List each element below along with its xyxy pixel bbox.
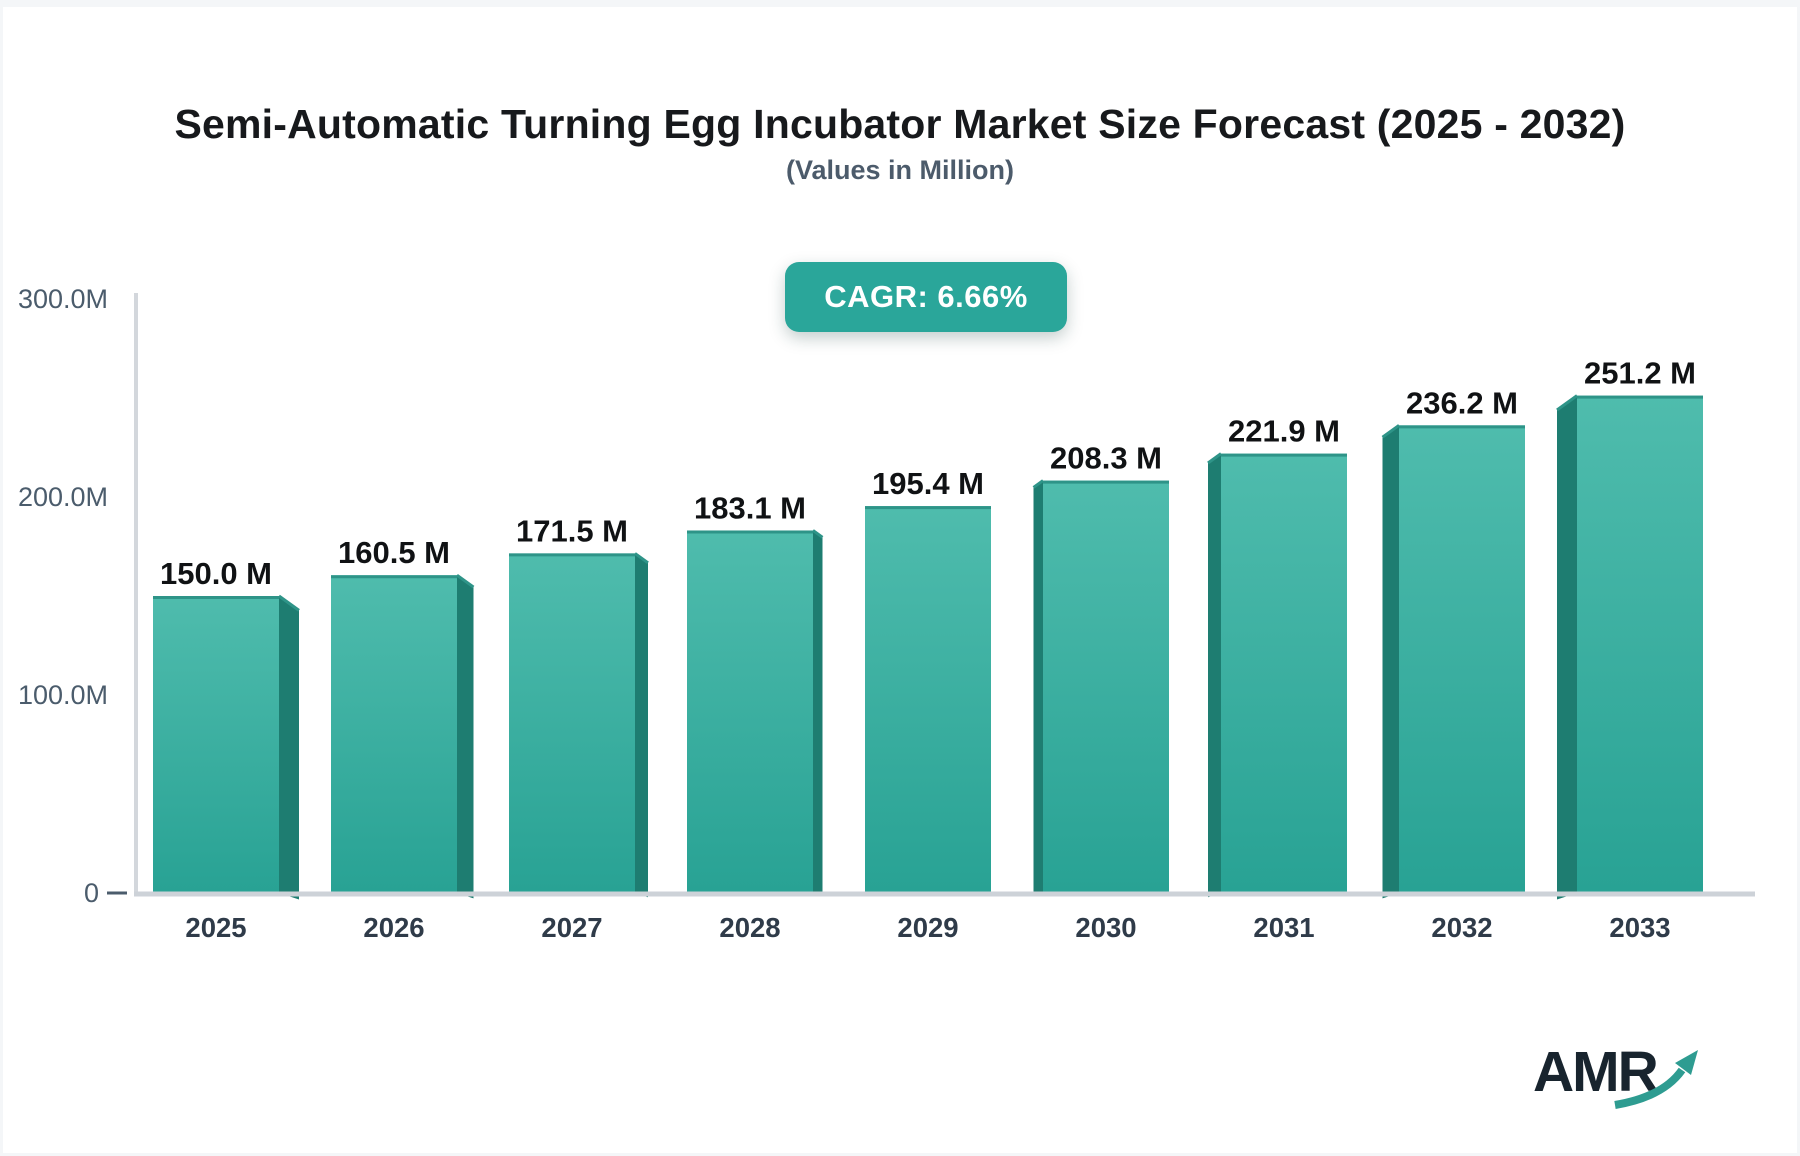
bar-face (865, 506, 991, 893)
amr-logo-arrow-head (1675, 1050, 1698, 1075)
y-axis-tick-label: 100.0M (18, 680, 108, 710)
amr-logo-text: AMR (1533, 1040, 1658, 1104)
bar-side-face (1382, 425, 1399, 899)
x-axis-label: 2025 (185, 912, 246, 943)
bar-value-label: 236.2 M (1406, 385, 1518, 420)
bar-value-label: 251.2 M (1584, 356, 1696, 391)
x-axis-label: 2032 (1431, 912, 1492, 943)
x-axis-label: 2033 (1609, 912, 1670, 943)
bar-face (153, 596, 279, 893)
bar-value-label: 150.0 M (160, 556, 272, 591)
bar-chart: 0 100.0M 200.0M 300.0M 150.0 M 2025 160.5 M 202… (18, 284, 1755, 943)
bar-top-bevel-edge (278, 594, 300, 612)
bar-face (331, 575, 457, 893)
y-axis-tick-label: 0 (84, 878, 99, 908)
cagr-badge-label: CAGR: 6.66% (824, 279, 1028, 314)
bar-top-bevel-edge (1556, 394, 1578, 412)
bar-side-face (813, 530, 823, 897)
x-axis-label: 2030 (1075, 912, 1136, 943)
bar-value-label: 183.1 M (694, 490, 806, 525)
bar-value-label: 208.3 M (1050, 441, 1162, 476)
cagr-badge: CAGR: 6.66% (785, 262, 1067, 332)
bar-face (1221, 453, 1347, 893)
bar-face (687, 530, 813, 893)
bar-side-face (1208, 453, 1221, 898)
bar-top-bevel-edge (1381, 424, 1400, 439)
bar-top-bevel-edge (1032, 479, 1044, 489)
x-axis-label: 2026 (363, 912, 424, 943)
bar-value-label: 195.4 M (872, 466, 984, 501)
bar-face (1043, 480, 1169, 893)
bar-face (509, 553, 635, 893)
bar-value-label: 221.9 M (1228, 414, 1340, 449)
y-axis-tick-label: 200.0M (18, 482, 108, 512)
bar-face (1399, 425, 1525, 893)
bar-side-face (635, 553, 648, 898)
amr-logo: AMR (1533, 1040, 1698, 1109)
x-axis-label: 2029 (897, 912, 958, 943)
amr-logo-arrow-swoosh (1614, 1067, 1686, 1109)
bar-top-bevel-edge (634, 552, 649, 565)
bar-top-bevel-edge (812, 529, 824, 539)
bar-side-face (279, 596, 299, 900)
bar-side-face (457, 575, 474, 899)
chart-title: Semi-Automatic Turning Egg Incubator Mar… (174, 101, 1626, 147)
bar-side-face (1557, 395, 1577, 900)
x-axis-label: 2028 (719, 912, 780, 943)
bar-top-bevel-edge (1207, 452, 1222, 465)
bar-value-label: 171.5 M (516, 513, 628, 548)
bar-side-face (1033, 480, 1043, 897)
bar-top-bevel-edge (456, 573, 475, 589)
y-axis-tick-label: 300.0M (18, 284, 108, 314)
x-axis-label: 2031 (1253, 912, 1314, 943)
x-axis-label: 2027 (541, 912, 602, 943)
chart-card: Semi-Automatic Turning Egg Incubator Mar… (3, 7, 1797, 1153)
bar-face (1577, 395, 1703, 893)
chart-subtitle: (Values in Million) (785, 155, 1015, 185)
bar-value-label: 160.5 M (338, 535, 450, 570)
